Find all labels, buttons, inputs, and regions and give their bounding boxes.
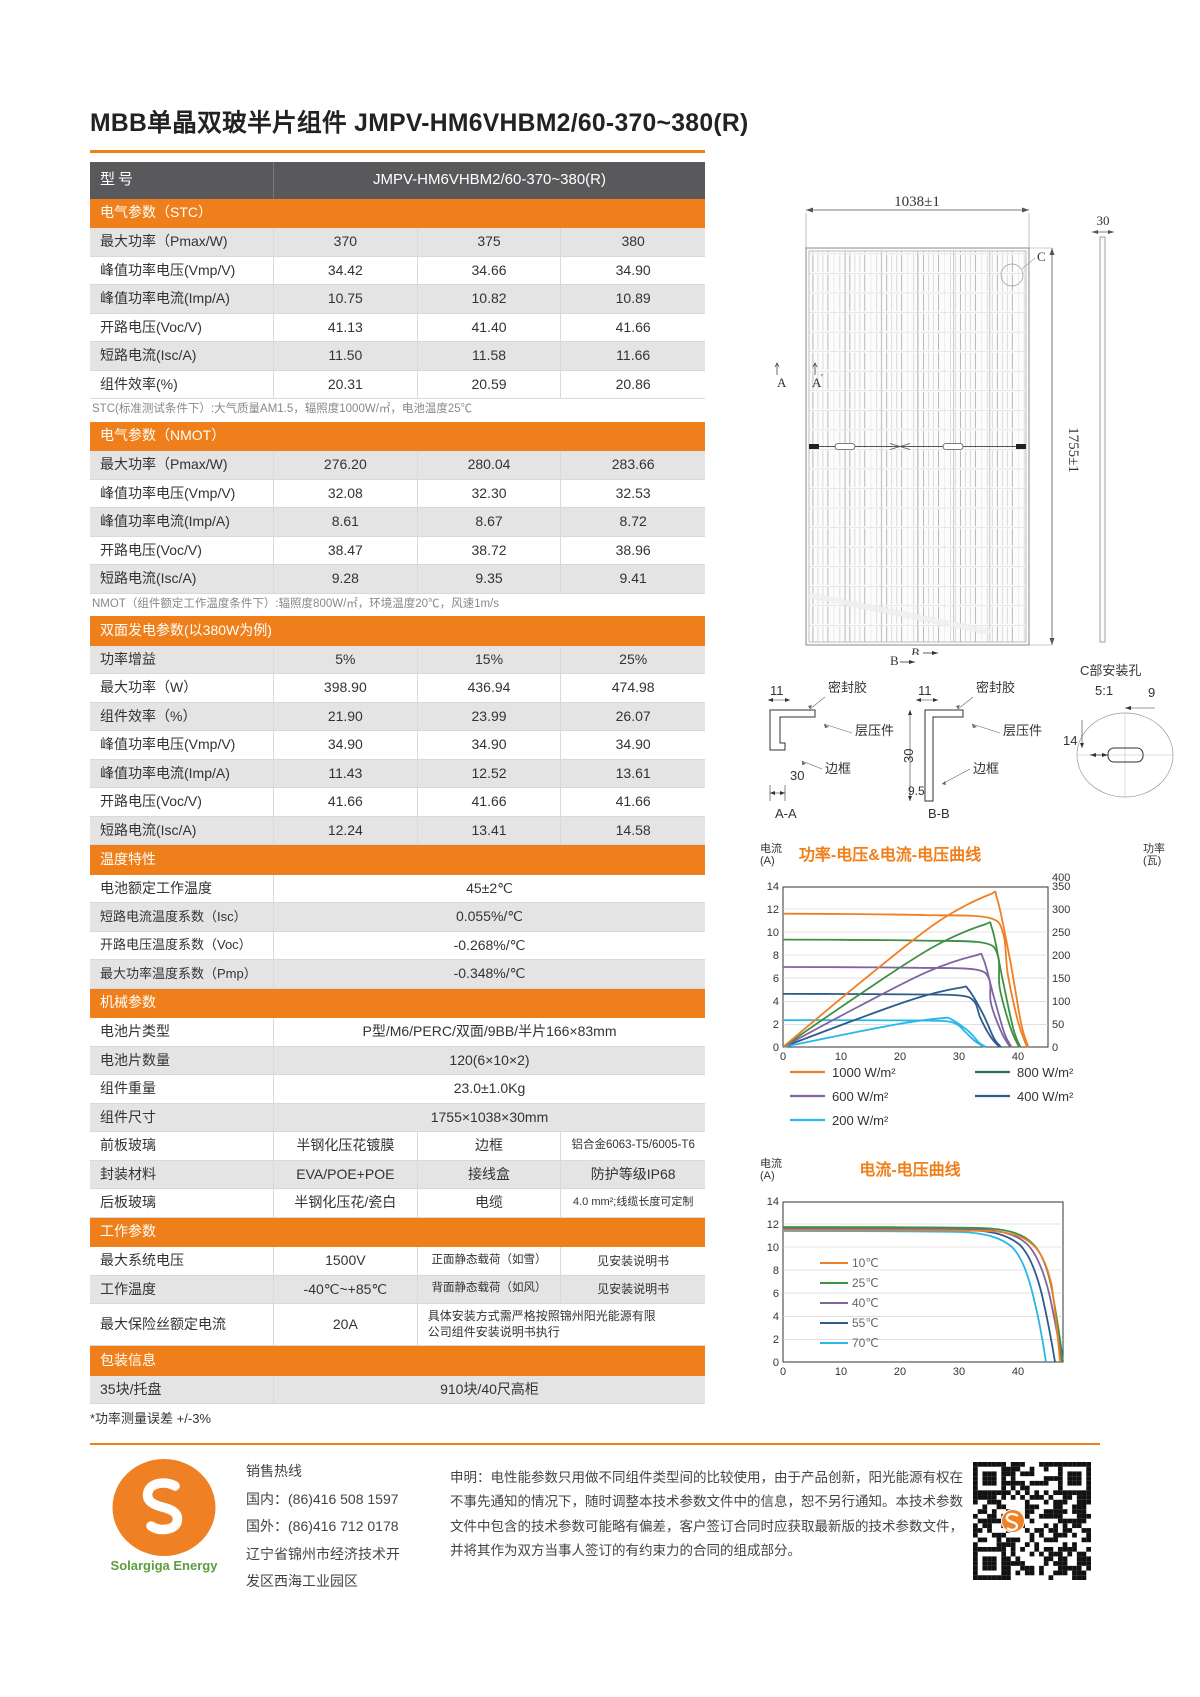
- svg-text:B: B: [911, 645, 919, 655]
- svg-text:200 W/m²: 200 W/m²: [832, 1113, 889, 1128]
- svg-text:55℃: 55℃: [852, 1316, 879, 1330]
- svg-text:4: 4: [773, 1311, 779, 1323]
- svg-text:8: 8: [773, 1265, 779, 1277]
- svg-text:1755±1: 1755±1: [1065, 427, 1081, 473]
- svg-text:密封胶: 密封胶: [828, 680, 867, 695]
- svg-text:A: A: [777, 375, 787, 390]
- svg-text:功率-电压&电流-电压曲线: 功率-电压&电流-电压曲线: [799, 845, 981, 864]
- svg-text:10: 10: [767, 1242, 779, 1254]
- svg-text:1000 W/m²: 1000 W/m²: [832, 1065, 896, 1080]
- svg-text:(A): (A): [760, 855, 775, 867]
- svg-text:': ': [821, 373, 823, 384]
- svg-text:6: 6: [773, 1288, 779, 1300]
- svg-text:8: 8: [773, 950, 779, 962]
- svg-text:70℃: 70℃: [852, 1336, 879, 1350]
- svg-text:B: B: [890, 655, 899, 668]
- svg-text:300: 300: [1052, 904, 1070, 916]
- svg-text:2: 2: [773, 1334, 779, 1346]
- svg-text:800 W/m²: 800 W/m²: [1017, 1065, 1074, 1080]
- svg-text:边框: 边框: [973, 761, 999, 776]
- svg-text:10: 10: [835, 1366, 847, 1378]
- svg-text:100: 100: [1052, 996, 1070, 1008]
- svg-text:25℃: 25℃: [852, 1276, 879, 1290]
- svg-text:(A): (A): [760, 1170, 775, 1182]
- svg-text:A-A: A-A: [775, 806, 797, 821]
- svg-text:0: 0: [780, 1051, 786, 1063]
- svg-text:(瓦): (瓦): [1143, 855, 1161, 867]
- svg-text:4: 4: [773, 996, 779, 1008]
- svg-text:电流: 电流: [760, 841, 782, 855]
- svg-text:10: 10: [767, 927, 779, 939]
- svg-text:1038±1: 1038±1: [894, 195, 940, 210]
- svg-text:层压件: 层压件: [855, 723, 894, 738]
- svg-text:C: C: [1037, 249, 1046, 264]
- svg-text:600 W/m²: 600 W/m²: [832, 1089, 889, 1104]
- svg-text:40: 40: [1012, 1366, 1024, 1378]
- svg-text:400 W/m²: 400 W/m²: [1017, 1089, 1074, 1104]
- svg-text:层压件: 层压件: [1003, 723, 1042, 738]
- svg-text:电流: 电流: [760, 1156, 782, 1170]
- svg-text:0: 0: [1052, 1042, 1058, 1054]
- svg-text:14: 14: [767, 1196, 779, 1208]
- svg-text:250: 250: [1052, 927, 1070, 939]
- svg-text:电流-电压曲线: 电流-电压曲线: [859, 1160, 960, 1179]
- svg-text:6: 6: [773, 973, 779, 985]
- svg-text:30: 30: [1097, 213, 1110, 228]
- svg-text:5:1: 5:1: [1095, 683, 1113, 698]
- svg-text:30: 30: [953, 1366, 965, 1378]
- svg-text:C部安装孔: C部安装孔: [1080, 663, 1141, 678]
- svg-text:20: 20: [894, 1051, 906, 1063]
- svg-text:30: 30: [953, 1051, 965, 1063]
- svg-text:0: 0: [780, 1366, 786, 1378]
- svg-text:30: 30: [901, 749, 916, 763]
- svg-text:0: 0: [773, 1042, 779, 1054]
- svg-text:40℃: 40℃: [852, 1296, 879, 1310]
- svg-text:30: 30: [790, 768, 804, 783]
- svg-text:12: 12: [767, 1219, 779, 1231]
- svg-text:14: 14: [767, 881, 779, 893]
- svg-text:150: 150: [1052, 973, 1070, 985]
- svg-text:40: 40: [1012, 1051, 1024, 1063]
- svg-text:50: 50: [1052, 1019, 1064, 1031]
- svg-text:密封胶: 密封胶: [976, 680, 1015, 695]
- svg-text:12: 12: [767, 904, 779, 916]
- svg-text:14: 14: [1063, 733, 1077, 748]
- svg-text:边框: 边框: [825, 761, 851, 776]
- svg-text:10: 10: [835, 1051, 847, 1063]
- svg-text:11: 11: [918, 683, 932, 698]
- svg-text:0: 0: [773, 1357, 779, 1369]
- svg-text:2: 2: [773, 1019, 779, 1031]
- svg-text:20: 20: [894, 1366, 906, 1378]
- svg-text:11: 11: [770, 683, 784, 698]
- svg-text:200: 200: [1052, 950, 1070, 962]
- svg-text:功率: 功率: [1143, 841, 1165, 855]
- svg-text:10℃: 10℃: [852, 1256, 879, 1270]
- svg-text:9.5: 9.5: [908, 784, 925, 798]
- svg-text:9: 9: [1148, 685, 1155, 700]
- svg-text:400: 400: [1052, 872, 1070, 884]
- svg-text:B-B: B-B: [928, 806, 950, 821]
